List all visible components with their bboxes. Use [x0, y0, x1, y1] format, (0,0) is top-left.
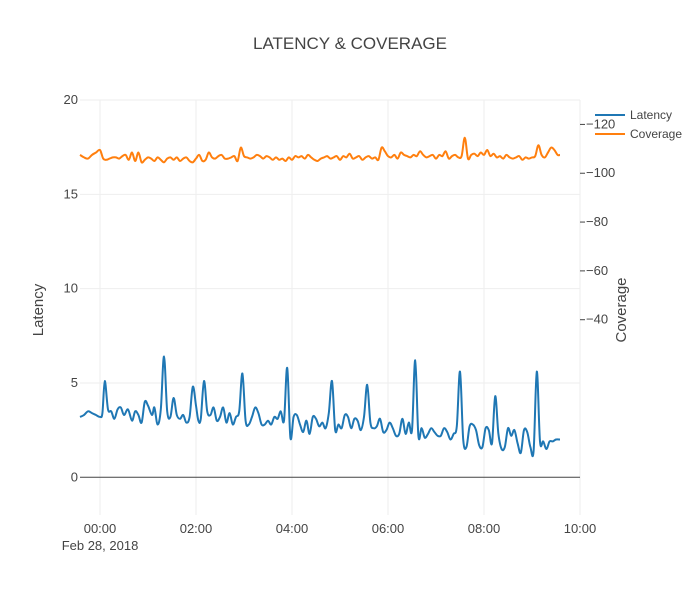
y-axis-left-title: Latency — [30, 283, 47, 336]
x-tick-sublabel: Feb 28, 2018 — [62, 538, 139, 553]
x-tick-label: 08:00 — [468, 521, 501, 536]
y-right-tick-label: −60 — [586, 263, 608, 278]
x-tick-label: 10:00 — [564, 521, 597, 536]
axes: 00:00 Feb 28, 2018 02:00 04:00 06:00 08:00 10:… — [62, 92, 616, 553]
y-left-tick-label: 20 — [64, 92, 78, 107]
y-axis-right-title: Coverage — [613, 277, 630, 342]
y-right-tick-label: −80 — [586, 214, 608, 229]
legend-label[interactable]: Latency — [630, 108, 672, 122]
legend-label[interactable]: Coverage — [630, 127, 682, 141]
x-tick-label: 02:00 — [180, 521, 213, 536]
legend[interactable]: Latency Coverage — [595, 108, 682, 141]
y-left-tick-label: 5 — [71, 375, 78, 390]
x-tick-label: 04:00 — [276, 521, 309, 536]
y-right-tick-label: −40 — [586, 312, 608, 327]
y-right-tick-label: −120 — [586, 116, 615, 131]
series-line-latency[interactable] — [79, 355, 561, 458]
x-tick-label: 06:00 — [372, 521, 405, 536]
chart-title: LATENCY & COVERAGE — [253, 34, 447, 53]
y-left-tick-label: 0 — [71, 469, 78, 484]
y-right-tick-label: −100 — [586, 165, 615, 180]
series-lines — [79, 136, 561, 458]
y-left-tick-label: 10 — [64, 281, 78, 296]
gridlines — [80, 99, 581, 515]
series-line-coverage[interactable] — [79, 136, 561, 164]
x-tick-label: 00:00 — [84, 521, 117, 536]
y-left-tick-label: 15 — [64, 186, 78, 201]
